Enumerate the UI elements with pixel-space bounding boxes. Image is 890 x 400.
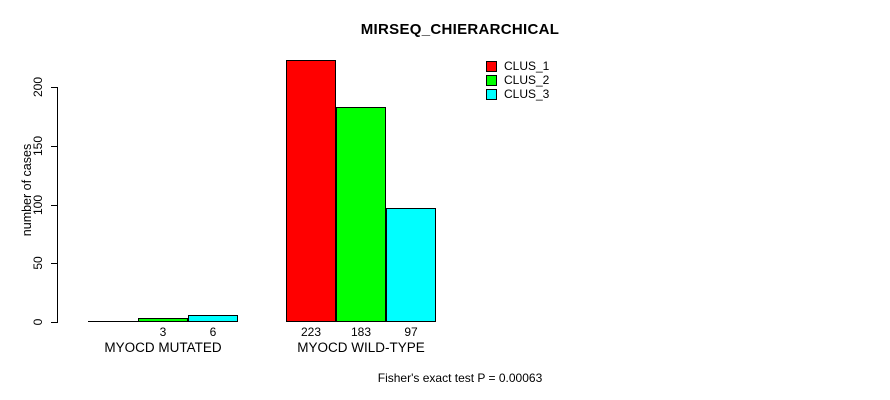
legend: CLUS_1 CLUS_2 CLUS_3 — [486, 59, 549, 101]
bar-zero — [88, 321, 138, 322]
legend-label-clus-3: CLUS_3 — [504, 87, 550, 101]
y-tick — [51, 205, 57, 206]
bar — [138, 318, 188, 322]
legend-item-clus-1: CLUS_1 — [486, 59, 549, 73]
bar-value-label: 97 — [404, 325, 418, 339]
legend-swatch-clus-1 — [486, 60, 497, 72]
bar-value-label: 3 — [159, 325, 167, 339]
y-tick — [51, 263, 57, 264]
bar-value-label: 6 — [209, 325, 217, 339]
y-tick — [51, 322, 57, 323]
y-tick — [51, 146, 57, 147]
legend-item-clus-3: CLUS_3 — [486, 87, 549, 101]
y-tick-label: 150 — [31, 135, 45, 157]
category-label: MYOCD MUTATED — [104, 340, 222, 355]
legend-item-clus-2: CLUS_2 — [486, 73, 549, 87]
bar-value-label: 223 — [300, 325, 322, 339]
legend-label-clus-2: CLUS_2 — [504, 73, 550, 87]
legend-swatch-clus-2 — [486, 74, 497, 86]
chart-title: MIRSEQ_CHIERARCHICAL — [360, 21, 560, 38]
category-label: MYOCD WILD-TYPE — [297, 340, 425, 355]
legend-swatch-clus-3 — [486, 88, 497, 100]
bar — [188, 315, 238, 322]
bar — [336, 107, 386, 322]
legend-label-clus-1: CLUS_1 — [504, 59, 550, 73]
stat-annotation: Fisher's exact test P = 0.00063 — [377, 371, 543, 385]
y-tick-label: 100 — [31, 194, 45, 216]
y-axis-line — [57, 87, 58, 323]
y-tick-label: 50 — [31, 256, 45, 270]
bar-value-label: 183 — [350, 325, 372, 339]
y-tick-label: 0 — [31, 318, 45, 326]
y-tick-label: 200 — [31, 76, 45, 98]
bar — [386, 208, 436, 322]
y-tick — [51, 87, 57, 88]
y-axis-label: number of cases — [20, 143, 34, 237]
bar — [286, 60, 336, 322]
